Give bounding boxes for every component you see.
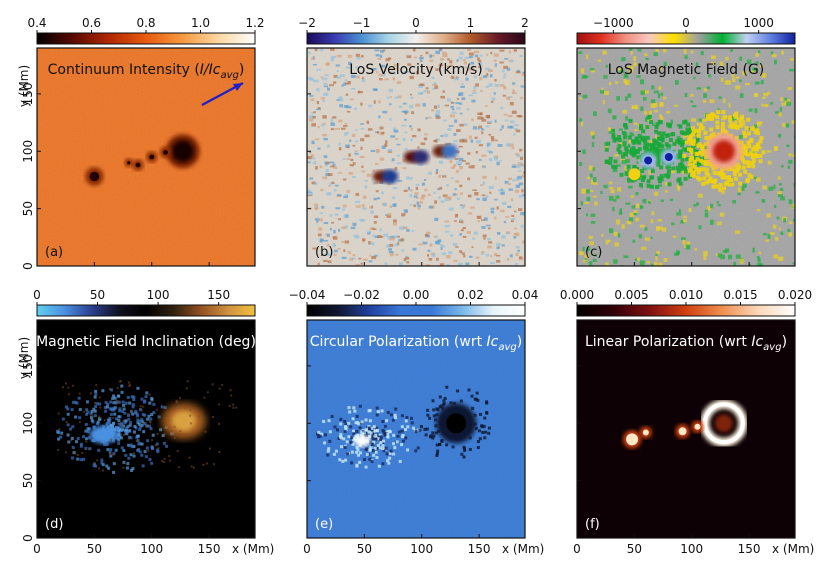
panel-letter: (f) — [585, 517, 600, 532]
x-tick-label: 0 — [303, 542, 311, 556]
panel-frame — [36, 319, 256, 539]
panel-letter: (b) — [315, 245, 333, 260]
panel-frame — [36, 47, 256, 267]
heatmap-image — [307, 48, 525, 266]
x-tick-label: 50 — [357, 542, 372, 556]
colorbar-tick-label: 0.015 — [723, 288, 757, 302]
panel-c: −1000 0 1000 LoS Magnetic Field (G) (c) — [576, 16, 796, 267]
colorbar-tick-label: −1000 — [593, 16, 634, 30]
colorbar-tick-label: 0.00 — [403, 288, 430, 302]
colorbar-tick-label: 1.2 — [245, 16, 264, 30]
x-tick-label: 50 — [87, 542, 102, 556]
panel-letter: (a) — [45, 245, 63, 260]
colorbar-tick-label: 0.02 — [457, 288, 484, 302]
colorbar-tick-label: −1 — [353, 16, 371, 30]
x-tick-label: 50 — [627, 542, 642, 556]
x-axis-label: x (Mm) — [772, 542, 814, 556]
x-tick-label: 0 — [33, 542, 41, 556]
colorbar-tick-label: 0.4 — [27, 16, 46, 30]
colorbar-tick-label: 0.005 — [614, 288, 648, 302]
colorbar-tick-label: 0.6 — [82, 16, 101, 30]
panel-frame — [306, 319, 526, 539]
heatmap-image — [577, 320, 795, 538]
y-tick-label: 100 — [21, 140, 35, 163]
colorbar — [576, 304, 796, 317]
x-axis-label: x (Mm) — [502, 542, 544, 556]
colorbar-tick-label: −2 — [298, 16, 316, 30]
panel-frame — [576, 47, 796, 267]
x-tick-label: 0 — [573, 542, 581, 556]
y-axis-label: y (Mm) — [17, 337, 31, 379]
y-axis-label: y (Mm) — [17, 65, 31, 107]
colorbar-tick-label: 0 — [682, 16, 690, 30]
x-axis-label: x (Mm) — [232, 542, 274, 556]
panel-b: −2 −1 0 1 2 LoS Velocity (km/s) (b) — [298, 16, 529, 267]
colorbar — [576, 32, 796, 45]
heatmap-image — [577, 48, 795, 266]
colorbar — [36, 304, 256, 317]
colorbar-tick-label: −0.02 — [343, 288, 380, 302]
panel-frame — [576, 319, 796, 539]
colorbar-tick-label: 0.04 — [512, 288, 539, 302]
colorbar — [306, 304, 526, 317]
panel-title: Magnetic Field Inclination (deg) — [36, 334, 256, 350]
colorbar-tick-label: 0 — [33, 288, 41, 302]
colorbar-tick-label: 150 — [207, 288, 230, 302]
colorbar — [306, 32, 526, 45]
y-tick-label: 0 — [21, 262, 35, 270]
colorbar-tick-label: 0.010 — [669, 288, 703, 302]
colorbar-tick-label: 0.000 — [560, 288, 594, 302]
panel-title: Continuum Intensity (I/Icavg) — [48, 62, 245, 81]
heatmap-image — [37, 320, 255, 538]
colorbar-tick-label: 1000 — [743, 16, 774, 30]
x-tick-label: 100 — [140, 542, 163, 556]
panel-f: 0.000 0.005 0.010 0.015 0.020 0 50 100 150 x (Mm)… — [560, 288, 815, 556]
y-tick-label: 50 — [21, 201, 35, 216]
y-tick-label: 0 — [21, 534, 35, 542]
panel-frame — [306, 47, 526, 267]
colorbar-tick-label: 0.8 — [136, 16, 155, 30]
y-tick-label: 50 — [21, 473, 35, 488]
panel-title: Circular Polarization (wrt Icavg) — [310, 334, 523, 353]
panel-letter: (e) — [315, 517, 333, 532]
panel-title: LoS Magnetic Field (G) — [608, 62, 765, 78]
panel-title: Linear Polarization (wrt Icavg) — [585, 334, 787, 353]
panel-e: −0.04 −0.02 0.00 0.02 0.04 0 50 100 150 x (Mm) Cir… — [289, 288, 545, 556]
y-tick-label: 150 — [21, 354, 35, 377]
x-tick-label: 150 — [468, 542, 491, 556]
y-tick-label: 100 — [21, 412, 35, 435]
colorbar-tick-label: 0 — [412, 16, 420, 30]
colorbar-tick-label: 2 — [521, 16, 529, 30]
panel-title: LoS Velocity (km/s) — [349, 62, 483, 78]
x-tick-label: 150 — [738, 542, 761, 556]
colorbar-tick-label: 0.020 — [778, 288, 812, 302]
colorbar-tick-label: 1.0 — [191, 16, 210, 30]
panel-letter: (c) — [585, 245, 602, 260]
x-tick-label: 100 — [680, 542, 703, 556]
x-tick-label: 150 — [198, 542, 221, 556]
heatmap-image — [37, 48, 255, 266]
panel-letter: (d) — [45, 517, 63, 532]
colorbar-tick-label: 50 — [90, 288, 105, 302]
heatmap-image — [307, 320, 525, 538]
x-tick-label: 100 — [410, 542, 433, 556]
y-tick-label: 150 — [21, 82, 35, 105]
colorbar — [36, 32, 256, 45]
colorbar-tick-label: 1 — [467, 16, 475, 30]
colorbar-tick-label: 100 — [147, 288, 170, 302]
colorbar-tick-label: −0.04 — [289, 288, 326, 302]
